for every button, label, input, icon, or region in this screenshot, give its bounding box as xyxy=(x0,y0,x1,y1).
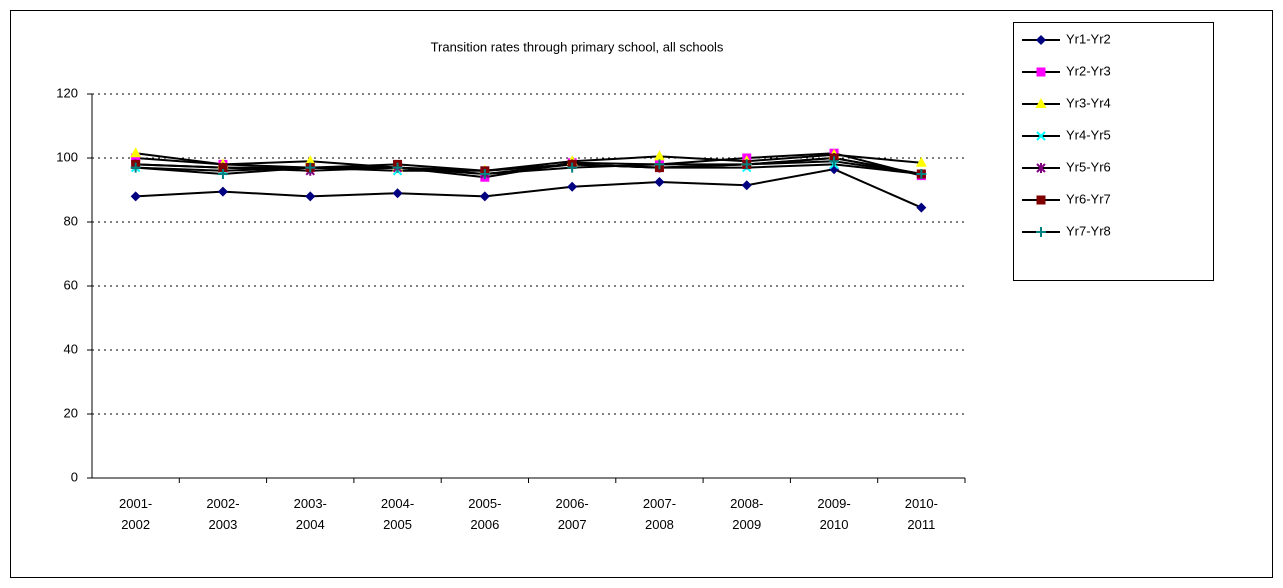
marker xyxy=(1036,67,1046,77)
legend-label: Yr3-Yr4 xyxy=(1066,95,1111,110)
marker xyxy=(653,150,665,161)
marker xyxy=(654,159,665,170)
marker xyxy=(304,155,316,166)
marker xyxy=(1036,163,1046,173)
marker xyxy=(916,202,927,213)
y-tick-label: 100 xyxy=(56,149,78,164)
legend-label: Yr7-Yr8 xyxy=(1066,223,1111,238)
series-line xyxy=(135,160,922,176)
series-line xyxy=(135,152,922,172)
marker xyxy=(741,180,752,191)
legend-label: Yr5-Yr6 xyxy=(1066,159,1111,174)
x-tick-label: 2004-2005 xyxy=(381,496,414,532)
legend-label: Yr4-Yr5 xyxy=(1066,127,1111,142)
y-tick-label: 40 xyxy=(64,341,78,356)
y-tick-label: 80 xyxy=(64,213,78,228)
chart-title: Transition rates through primary school,… xyxy=(431,39,724,54)
x-tick-label: 2007-2008 xyxy=(643,496,676,532)
x-tick-label: 2010-2011 xyxy=(905,496,938,532)
marker xyxy=(829,156,840,167)
series-line xyxy=(135,156,922,175)
marker xyxy=(1036,195,1046,205)
marker xyxy=(567,181,578,192)
marker xyxy=(217,169,228,179)
legend-label: Yr1-Yr2 xyxy=(1066,31,1111,46)
marker xyxy=(915,156,927,167)
marker xyxy=(567,162,578,173)
legend-label: Yr2-Yr3 xyxy=(1066,63,1111,78)
x-tick-label: 2003-2004 xyxy=(294,496,327,532)
x-tick-label: 2001-2002 xyxy=(119,496,152,532)
marker xyxy=(131,153,141,163)
marker xyxy=(1036,227,1046,237)
marker xyxy=(392,162,403,173)
x-tick-label: 2005-2006 xyxy=(468,496,501,532)
marker xyxy=(741,159,752,170)
legend-frame xyxy=(1013,22,1214,281)
y-tick-label: 20 xyxy=(64,405,78,420)
marker xyxy=(305,162,316,173)
marker xyxy=(130,191,141,202)
y-tick-label: 60 xyxy=(64,277,78,292)
marker xyxy=(130,162,141,173)
x-tick-label: 2002-2003 xyxy=(206,496,239,532)
marker xyxy=(1035,98,1047,108)
marker xyxy=(392,188,403,199)
legend-label: Yr6-Yr7 xyxy=(1066,191,1111,206)
marker xyxy=(305,191,316,202)
series-line xyxy=(135,168,922,209)
marker xyxy=(654,177,665,187)
x-tick-label: 2009-2010 xyxy=(817,496,850,532)
y-tick-label: 0 xyxy=(71,469,78,484)
marker xyxy=(479,169,490,179)
x-tick-label: 2006-2007 xyxy=(556,496,589,532)
marker xyxy=(479,191,490,202)
marker xyxy=(217,186,228,197)
marker xyxy=(1036,35,1046,45)
marker xyxy=(916,169,927,179)
marker xyxy=(130,147,142,158)
marker xyxy=(1036,131,1046,141)
x-tick-label: 2008-2009 xyxy=(730,496,763,532)
y-tick-label: 120 xyxy=(56,85,78,100)
marker xyxy=(218,163,228,173)
